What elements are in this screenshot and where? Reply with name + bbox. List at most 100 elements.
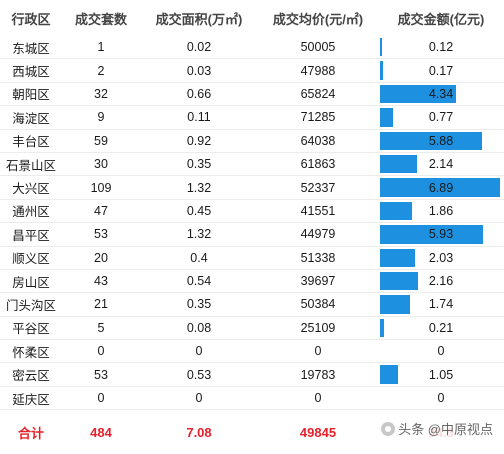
amount-bar bbox=[380, 225, 484, 244]
header-count: 成交套数 bbox=[74, 11, 127, 27]
count-cell: 2 bbox=[62, 58, 140, 83]
price-cell: 52337 bbox=[258, 175, 378, 200]
header-district: 行政区 bbox=[11, 11, 51, 27]
district-cell: 延庆区 bbox=[0, 386, 62, 411]
area-cell: 0.54 bbox=[140, 269, 258, 294]
district-cell: 西城区 bbox=[0, 58, 62, 83]
count-cell: 0 bbox=[62, 386, 140, 411]
district-cell: 朝阳区 bbox=[0, 82, 62, 107]
price-cell: 50384 bbox=[258, 292, 378, 317]
district-cell: 海淀区 bbox=[0, 105, 62, 130]
table-body: 东城区 1 0.02 50005 0.12 西城区 2 0.03 47988 0.17 朝阳区 32 0… bbox=[0, 36, 504, 411]
amount-value: 5.88 bbox=[428, 133, 454, 148]
count-cell: 0 bbox=[62, 339, 140, 364]
area-cell: 0 bbox=[140, 386, 258, 411]
amount-cell: 1.74 bbox=[378, 292, 504, 317]
amount-value: 1.74 bbox=[428, 297, 454, 312]
table-row: 平谷区 5 0.08 25109 0.21 bbox=[0, 316, 504, 341]
table-row: 门头沟区 21 0.35 50384 1.74 bbox=[0, 292, 504, 317]
count-cell: 53 bbox=[62, 362, 140, 387]
amount-bar bbox=[380, 365, 399, 384]
district-cell: 房山区 bbox=[0, 269, 62, 294]
amount-cell: 2.03 bbox=[378, 246, 504, 270]
total-label: 合计 bbox=[17, 425, 44, 441]
district-cell: 通州区 bbox=[0, 199, 62, 224]
amount-bar bbox=[380, 318, 384, 338]
watermark: 头条 @中原视点 bbox=[378, 418, 496, 439]
total-area: 7.08 bbox=[186, 424, 212, 440]
count-cell: 109 bbox=[62, 175, 140, 200]
count-cell: 30 bbox=[62, 152, 140, 177]
count-cell: 1 bbox=[62, 36, 140, 60]
area-cell: 0.02 bbox=[140, 36, 258, 60]
price-cell: 64038 bbox=[258, 129, 378, 153]
count-cell: 43 bbox=[62, 269, 140, 294]
district-cell: 密云区 bbox=[0, 362, 62, 387]
district-cell: 怀柔区 bbox=[0, 339, 62, 364]
watermark-logo-icon bbox=[381, 421, 396, 436]
amount-bar bbox=[380, 38, 383, 57]
amount-bar bbox=[380, 108, 394, 127]
amount-bar bbox=[380, 271, 418, 291]
header-amount: 成交金额(亿元) bbox=[397, 11, 485, 27]
amount-cell: 0.77 bbox=[378, 105, 504, 130]
area-cell: 0.11 bbox=[140, 105, 258, 130]
table-row: 东城区 1 0.02 50005 0.12 bbox=[0, 36, 504, 60]
amount-cell: 2.14 bbox=[378, 152, 504, 177]
area-cell: 1.32 bbox=[140, 222, 258, 247]
amount-cell: 5.88 bbox=[378, 129, 504, 153]
area-cell: 1.32 bbox=[140, 175, 258, 200]
amount-value: 0.12 bbox=[428, 40, 454, 55]
price-cell: 25109 bbox=[258, 316, 378, 341]
amount-value: 4.34 bbox=[428, 86, 454, 101]
amount-cell: 0.21 bbox=[378, 316, 504, 341]
amount-value: 5.93 bbox=[428, 227, 454, 242]
district-cell: 东城区 bbox=[0, 36, 62, 60]
table-row: 通州区 47 0.45 41551 1.86 bbox=[0, 199, 504, 224]
table-header-row: 行政区 成交套数 成交面积(万㎡) 成交均价(元/㎡) 成交金额(亿元) bbox=[0, 0, 504, 36]
price-cell: 39697 bbox=[258, 269, 378, 294]
price-cell: 41551 bbox=[258, 199, 378, 224]
count-cell: 9 bbox=[62, 105, 140, 130]
amount-cell: 6.89 bbox=[378, 175, 504, 200]
table-row: 顺义区 20 0.4 51338 2.03 bbox=[0, 246, 504, 270]
area-cell: 0.45 bbox=[140, 199, 258, 224]
price-cell: 0 bbox=[258, 386, 378, 411]
table-row: 密云区 53 0.53 19783 1.05 bbox=[0, 362, 504, 387]
area-cell: 0.08 bbox=[140, 316, 258, 341]
price-cell: 71285 bbox=[258, 105, 378, 130]
area-cell: 0.35 bbox=[140, 292, 258, 317]
amount-bar bbox=[380, 154, 418, 174]
table-row: 怀柔区 0 0 0 0 bbox=[0, 339, 504, 364]
amount-cell: 1.86 bbox=[378, 199, 504, 224]
amount-value: 0.17 bbox=[428, 63, 454, 78]
header-price: 成交均价(元/㎡) bbox=[272, 11, 364, 27]
total-count: 484 bbox=[90, 424, 112, 440]
table-row: 海淀区 9 0.11 71285 0.77 bbox=[0, 105, 504, 130]
amount-value: 0.21 bbox=[428, 320, 454, 335]
district-cell: 门头沟区 bbox=[0, 292, 62, 317]
total-price: 49845 bbox=[299, 424, 337, 440]
amount-value: 0.77 bbox=[428, 110, 454, 125]
price-cell: 19783 bbox=[258, 362, 378, 387]
price-cell: 65824 bbox=[258, 82, 378, 107]
amount-value: 1.86 bbox=[428, 203, 454, 218]
area-cell: 0.66 bbox=[140, 82, 258, 107]
amount-bar bbox=[380, 84, 456, 104]
amount-cell: 0.12 bbox=[378, 36, 504, 60]
price-cell: 44979 bbox=[258, 222, 378, 247]
amount-cell: 2.16 bbox=[378, 269, 504, 294]
price-cell: 0 bbox=[258, 339, 378, 364]
district-cell: 大兴区 bbox=[0, 175, 62, 200]
amount-cell: 0 bbox=[378, 386, 504, 411]
table-row: 延庆区 0 0 0 0 bbox=[0, 386, 504, 411]
count-cell: 32 bbox=[62, 82, 140, 107]
count-cell: 21 bbox=[62, 292, 140, 317]
table-row: 房山区 43 0.54 39697 2.16 bbox=[0, 269, 504, 294]
amount-cell: 0.17 bbox=[378, 58, 504, 83]
amount-value: 0 bbox=[437, 391, 445, 406]
watermark-text: 头条 @中原视点 bbox=[398, 422, 493, 437]
amount-value: 1.05 bbox=[428, 367, 454, 382]
